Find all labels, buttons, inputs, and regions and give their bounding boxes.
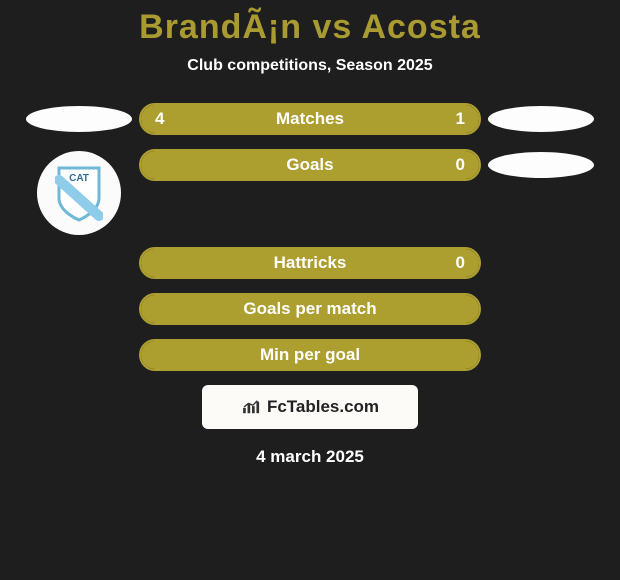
stat-bar: Goals0 bbox=[139, 149, 481, 181]
stat-row: Matches4 1 bbox=[0, 103, 620, 135]
stat-bar: Min per goal bbox=[139, 339, 481, 371]
source-badge-text: FcTables.com bbox=[267, 397, 379, 417]
left-side-slot: CAT bbox=[19, 149, 139, 233]
left-side-slot bbox=[19, 339, 139, 371]
stat-label: Hattricks bbox=[141, 253, 479, 273]
stat-row: Hattricks0 bbox=[0, 247, 620, 279]
right-side-slot bbox=[481, 293, 601, 325]
stat-bar: Matches4 1 bbox=[139, 103, 481, 135]
comparison-card: BrandÃ¡n vs Acosta Club competitions, Se… bbox=[0, 0, 620, 580]
stat-bar: Goals per match bbox=[139, 293, 481, 325]
stat-value-left: 4 bbox=[155, 109, 164, 129]
source-badge: FcTables.com bbox=[202, 385, 418, 429]
chart-icon bbox=[241, 399, 263, 415]
stat-row: CAT Goals0 bbox=[0, 149, 620, 233]
subtitle: Club competitions, Season 2025 bbox=[0, 57, 620, 75]
date-label: 4 march 2025 bbox=[0, 447, 620, 467]
player-placeholder bbox=[26, 106, 132, 132]
stat-value-right: 0 bbox=[456, 155, 465, 175]
right-side-slot bbox=[481, 339, 601, 371]
right-side-slot bbox=[481, 247, 601, 279]
left-side-slot bbox=[19, 247, 139, 279]
stat-rows: Matches41CATGoals0Hattricks0Goals per ma… bbox=[0, 103, 620, 371]
stat-value-right: 1 bbox=[456, 109, 465, 129]
stat-value-right: 0 bbox=[456, 253, 465, 273]
player-placeholder bbox=[488, 106, 594, 132]
stat-label: Matches bbox=[141, 109, 479, 129]
page-title: BrandÃ¡n vs Acosta bbox=[0, 0, 620, 47]
stat-row: Min per goal bbox=[0, 339, 620, 371]
stat-label: Goals bbox=[141, 155, 479, 175]
right-side-slot bbox=[481, 103, 601, 135]
left-side-slot bbox=[19, 103, 139, 135]
stat-label: Min per goal bbox=[141, 345, 479, 365]
player-placeholder bbox=[488, 152, 594, 178]
stat-bar: Hattricks0 bbox=[139, 247, 481, 279]
left-side-slot bbox=[19, 293, 139, 325]
stat-label: Goals per match bbox=[141, 299, 479, 319]
svg-text:CAT: CAT bbox=[69, 173, 89, 184]
right-side-slot bbox=[481, 149, 601, 181]
team-badge: CAT bbox=[37, 151, 121, 235]
stat-row: Goals per match bbox=[0, 293, 620, 325]
